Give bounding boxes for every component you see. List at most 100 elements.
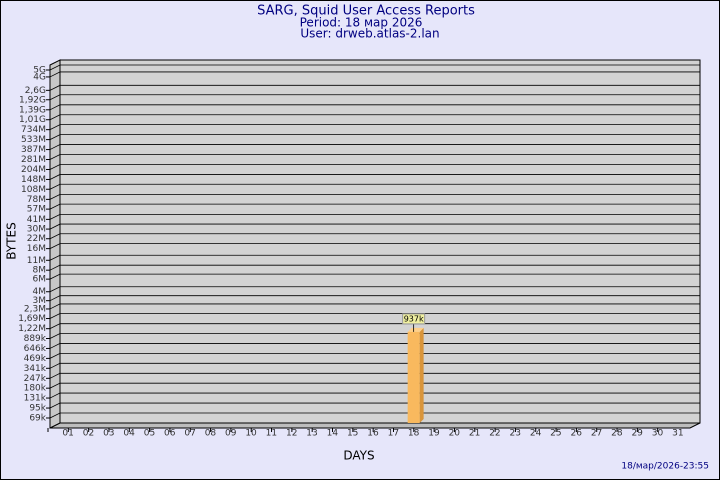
y-tick-label: 148M: [21, 175, 46, 185]
bar-top: [407, 327, 424, 332]
grid-line: [49, 164, 700, 170]
x-tick-label: 12: [286, 429, 297, 439]
x-tick-label: 08: [205, 429, 217, 439]
x-tick-label: 09: [225, 429, 237, 439]
footer: 18/мар/2026-23:55: [621, 462, 709, 472]
grid-line: [49, 104, 700, 111]
x-tick-label: 04: [123, 429, 135, 439]
y-tick-label: 1,92G: [19, 95, 46, 105]
y-tick-label: 41M: [27, 215, 46, 225]
x-tick-label: 18: [408, 429, 420, 439]
y-tick-label: 3M: [33, 296, 47, 306]
grid-line: [49, 392, 700, 399]
y-tick-label: 6M: [33, 275, 47, 285]
x-tick-label: 03: [103, 429, 114, 439]
grid-line: [49, 382, 700, 389]
grid-line: [49, 203, 700, 210]
x-tick-label: 13: [306, 429, 317, 439]
x-tick-label: 14: [327, 429, 339, 439]
grid-line: [49, 412, 700, 419]
y-tick-label: 1,22M: [18, 324, 46, 334]
y-tick-label: 11M: [27, 256, 46, 266]
x-tick-label: 02: [83, 429, 94, 439]
grid-line: [49, 144, 700, 150]
grid-line: [49, 64, 700, 71]
grid-line: [49, 286, 700, 293]
grid-line: [49, 183, 700, 190]
grid-line: [49, 333, 700, 339]
grid-line: [49, 352, 700, 359]
grid-line: [49, 313, 700, 319]
x-tick-label: 28: [611, 429, 623, 439]
x-tick-label: 27: [591, 429, 602, 439]
grid-line: [49, 84, 700, 91]
x-tick-label: 16: [367, 429, 379, 439]
x-tick-label: 26: [570, 429, 582, 439]
grid-line: [49, 193, 700, 200]
y-tick-label: 247k: [24, 374, 47, 384]
x-tick-label: 20: [449, 429, 461, 439]
y-tick-label: 22M: [27, 234, 46, 244]
grid-line: [49, 402, 700, 409]
chart-subtitle: Period: 18 мар 2026: [300, 16, 423, 30]
y-tick-label: 1,39G: [19, 105, 46, 115]
x-tick-label: 31: [672, 429, 683, 439]
x-tick-label: 23: [510, 429, 521, 439]
x-tick-label: 29: [631, 429, 643, 439]
y-tick-label: 30M: [27, 225, 46, 235]
grid-line: [49, 295, 700, 302]
x-tick-label: 07: [184, 429, 195, 439]
y-tick-label: 78M: [27, 195, 46, 205]
y-tick-label: 533M: [21, 135, 46, 145]
x-tick-label: 17: [388, 429, 399, 439]
y-tick-label: 889k: [24, 334, 47, 344]
value-label-box: [402, 313, 426, 325]
grid-line: [49, 243, 700, 249]
grid-line: [49, 94, 700, 101]
bar: [407, 331, 420, 423]
x-axis-label: DAYS: [343, 449, 374, 463]
y-tick-label: 108M: [21, 185, 46, 195]
chart-title: SARG, Squid User Access Reports: [257, 4, 475, 19]
chart-user: User: drweb.atlas-2.lan: [300, 27, 439, 41]
x-tick-label: 30: [652, 429, 664, 439]
y-tick-label: 734M: [21, 125, 46, 135]
y-tick-label: 57M: [27, 205, 46, 215]
grid-line: [49, 323, 700, 330]
grid-line: [49, 174, 700, 180]
grid-line: [49, 273, 700, 280]
grid-line: [49, 372, 700, 379]
x-tick-label: 24: [530, 429, 542, 439]
grid-line: [49, 233, 700, 240]
x-tick-label: 06: [164, 429, 176, 439]
y-tick-label: 469k: [24, 354, 47, 364]
grid-line: [49, 264, 700, 271]
x-tick-label: 15: [347, 429, 358, 439]
y-tick-label: 387M: [21, 145, 46, 155]
y-tick-label: 2,6G: [25, 86, 46, 96]
floor: [49, 422, 701, 429]
y-tick-label: 180k: [24, 384, 47, 394]
x-tick-label: 10: [245, 429, 257, 439]
y-tick-label: 69k: [29, 413, 46, 423]
x-tick-label: 25: [550, 429, 561, 439]
y-axis-label: BYTES: [5, 222, 19, 259]
x-tick-label: 05: [144, 429, 155, 439]
x-tick-label: 21: [469, 429, 480, 439]
y-tick-label: 131k: [24, 394, 47, 404]
grid-line: [49, 254, 700, 261]
y-tick-label: 341k: [24, 364, 47, 374]
grid-line: [49, 154, 700, 160]
x-tick-label: 19: [428, 429, 440, 439]
y-tick-label: 1,01G: [19, 115, 46, 125]
grid-line: [49, 71, 700, 78]
grid-line: [49, 134, 700, 140]
grid-line: [49, 343, 700, 349]
y-tick-label: 281M: [21, 155, 46, 165]
y-tick-label: 646k: [24, 344, 47, 354]
grid-line: [49, 362, 700, 369]
grid-line: [49, 223, 700, 230]
y-tick-label: 16M: [27, 244, 46, 254]
